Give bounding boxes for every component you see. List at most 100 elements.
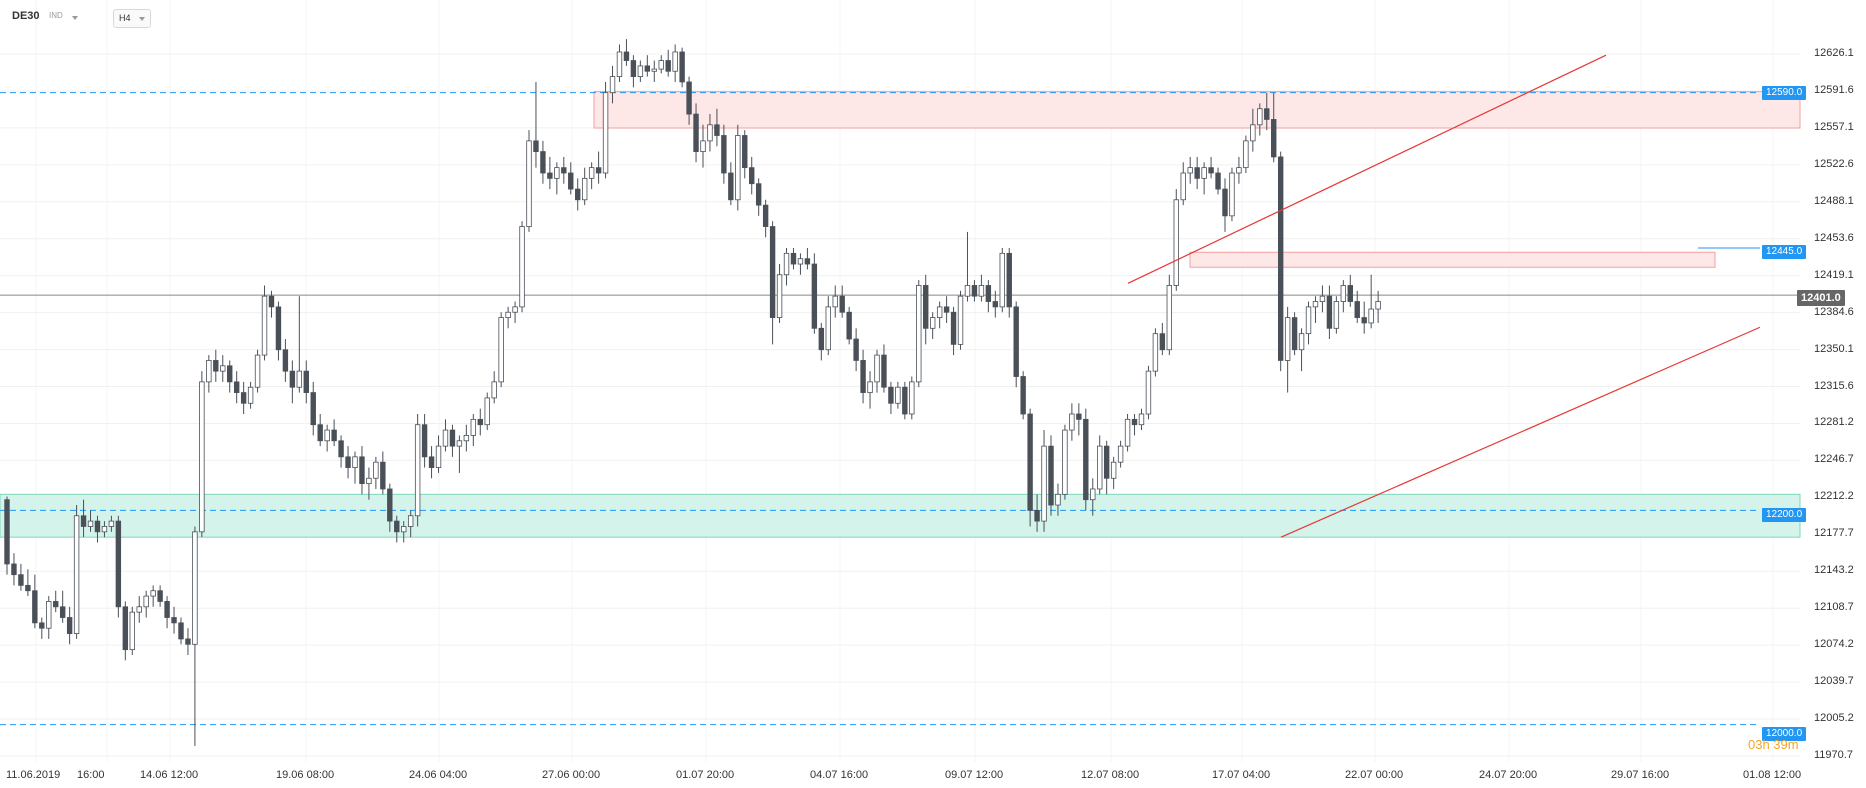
candle: [1257, 103, 1263, 136]
chart-toolbar: DE30 IND H4: [0, 0, 1866, 32]
candle: [818, 322, 825, 361]
candle: [39, 617, 45, 639]
y-tick-label: 12108.7: [1814, 601, 1854, 614]
candle: [1340, 280, 1347, 313]
candle-body-bull: [498, 317, 504, 383]
candle: [672, 44, 678, 82]
candle: [192, 526, 198, 747]
candle: [943, 296, 950, 323]
candle-body-bull: [442, 429, 449, 447]
candle-body-bear: [94, 520, 101, 533]
candle: [923, 274, 929, 345]
price-zones: [0, 91, 1801, 538]
candle-body-bear: [1006, 252, 1012, 308]
candle-body-bear: [282, 349, 289, 372]
candle: [80, 499, 87, 538]
candle: [1062, 424, 1068, 500]
candle-body-bull: [1138, 413, 1145, 426]
candle: [233, 371, 240, 404]
candle: [1333, 296, 1340, 334]
current-price-tag: 12401.0: [1797, 290, 1845, 306]
candle: [1222, 178, 1228, 232]
y-tick-label: 12626.1: [1814, 47, 1854, 59]
y-tick-label: 12419.1: [1814, 268, 1854, 281]
candle: [227, 360, 233, 393]
candle: [581, 167, 588, 206]
candle-body-bull: [1375, 301, 1381, 310]
candle-body-bull: [1062, 429, 1068, 495]
level-tag-12000[interactable]: 12000.0: [1762, 727, 1807, 741]
candle: [602, 81, 609, 179]
candle: [122, 601, 129, 661]
candle-body-bull: [101, 526, 108, 533]
x-tick-label: 14.06 12:00: [140, 769, 199, 781]
candle: [978, 274, 985, 302]
candle: [1277, 151, 1284, 372]
candle-body-bear: [477, 418, 483, 426]
candle: [150, 585, 156, 607]
candle-body-bull: [526, 140, 532, 227]
candle: [108, 515, 115, 532]
candle-body-bull: [491, 381, 497, 399]
candle-body-bear: [595, 167, 602, 174]
candle: [547, 156, 553, 190]
candle-body-bear: [755, 183, 762, 206]
candle: [1131, 413, 1138, 436]
candle-body-bull: [1298, 333, 1305, 351]
candle: [213, 349, 219, 382]
candle: [1187, 156, 1193, 184]
symbol-label[interactable]: DE30: [12, 10, 40, 22]
y-tick-label: 11970.7: [1814, 749, 1853, 761]
candle: [909, 376, 915, 420]
candle: [373, 456, 379, 489]
y-tick-label: 12177.7: [1814, 527, 1854, 540]
candle-body-bear: [561, 167, 567, 174]
candle-body-bear: [421, 424, 428, 458]
candle: [588, 162, 595, 190]
candle-body-bear: [115, 520, 122, 608]
candle-body-bear: [11, 563, 17, 576]
candle-body-bull: [352, 456, 358, 468]
candle-body-bear: [1076, 413, 1082, 420]
candle-body-bear: [762, 204, 769, 227]
candle-body-bear: [4, 499, 10, 565]
candle: [658, 55, 664, 74]
timeframe-select[interactable]: H4: [113, 9, 151, 28]
candle-body-bull: [825, 306, 831, 351]
candle-body-bull: [1284, 317, 1291, 361]
candle: [32, 574, 38, 629]
candle: [1180, 162, 1186, 206]
candle-body-bull: [1117, 445, 1124, 463]
candle: [268, 290, 275, 318]
candle-body-bull: [87, 520, 94, 527]
candle: [206, 355, 212, 393]
candle: [693, 103, 699, 163]
candle-body-bull: [1055, 493, 1061, 506]
candle-body-bear: [749, 167, 755, 185]
level-tag-12445[interactable]: 12445.0: [1762, 245, 1807, 259]
symbol-dropdown-chevron-icon[interactable]: [72, 16, 78, 20]
candle-body-bear: [213, 360, 219, 372]
candle: [115, 515, 122, 618]
candle-body-bear: [721, 135, 727, 174]
candle-body-bear: [1326, 295, 1333, 329]
candle-body-bull: [1250, 124, 1256, 142]
level-tag-12200[interactable]: 12200.0: [1762, 508, 1807, 522]
candle: [1236, 156, 1242, 184]
resistance-zone: [593, 91, 1801, 129]
candle-body-bear: [888, 386, 894, 404]
candle-body-bear: [359, 456, 365, 485]
candle-body-bull: [73, 515, 80, 634]
candle: [623, 39, 630, 66]
candle: [394, 515, 400, 543]
symbol-type-label: IND: [49, 11, 63, 20]
level-tag-12590[interactable]: 12590.0: [1762, 86, 1807, 100]
candle: [1326, 285, 1333, 340]
candle: [1069, 403, 1075, 441]
candle: [742, 130, 748, 179]
candle-body-bear: [1347, 285, 1353, 302]
candle-body-bear: [533, 140, 539, 152]
horizontal-levels: [0, 92, 1800, 726]
candle-body-bear: [950, 311, 957, 345]
